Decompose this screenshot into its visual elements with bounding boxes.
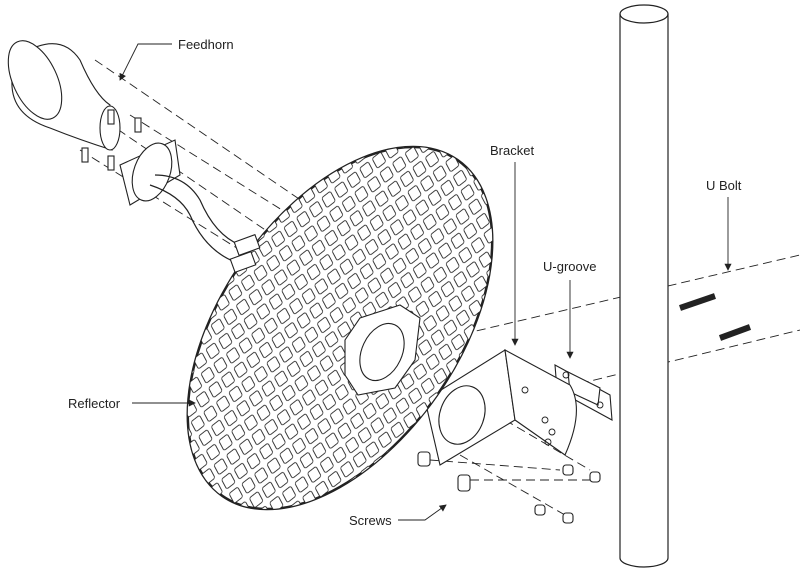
u-bolt bbox=[679, 282, 772, 341]
pole bbox=[619, 4, 669, 568]
label: Feedhorn bbox=[178, 37, 234, 52]
leader-lines bbox=[119, 43, 732, 521]
label: Screws bbox=[349, 513, 392, 528]
label: Reflector bbox=[68, 396, 121, 411]
label: U-groove bbox=[543, 259, 596, 274]
screws bbox=[81, 109, 601, 524]
label: U Bolt bbox=[706, 178, 742, 193]
label: Bracket bbox=[490, 143, 534, 158]
bracket bbox=[424, 348, 577, 466]
feedhorn bbox=[7, 40, 261, 274]
